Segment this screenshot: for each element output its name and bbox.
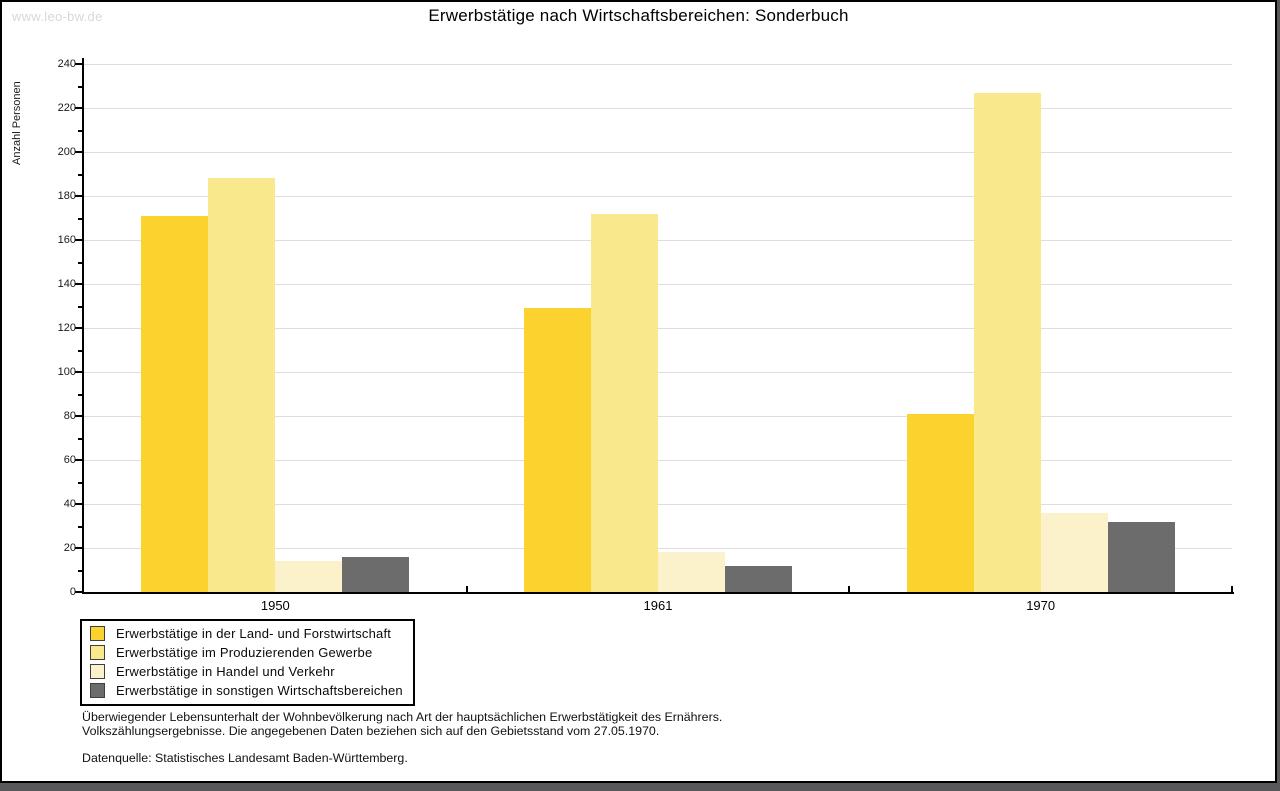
y-tick-label-200: 200 xyxy=(57,146,76,158)
y-major-tick-160 xyxy=(75,239,82,241)
y-tick-label-0: 0 xyxy=(69,586,76,598)
y-minor-tick-70 xyxy=(78,438,82,440)
legend-item-1: Erwerbstätige im Produzierenden Gewerbe xyxy=(90,643,403,662)
legend-label: Erwerbstätige in Handel und Verkehr xyxy=(116,664,335,679)
x-tick-label-1970: 1970 xyxy=(1026,598,1056,613)
legend-swatch-icon xyxy=(90,645,105,660)
legend-label: Erwerbstätige im Produzierenden Gewerbe xyxy=(116,645,373,660)
bar-1970-series-2 xyxy=(1040,512,1108,592)
x-axis-line xyxy=(82,592,1234,594)
footnote-line-1: Überwiegender Lebensunterhalt der Wohnbe… xyxy=(82,710,723,724)
y-tick-label-220: 220 xyxy=(57,102,76,114)
y-tick-label-20: 20 xyxy=(63,542,76,554)
y-major-tick-80 xyxy=(75,415,82,417)
bar-1961-series-1 xyxy=(591,213,658,592)
y-minor-tick-150 xyxy=(78,262,82,264)
y-major-tick-180 xyxy=(75,195,82,197)
gridline-180 xyxy=(84,196,1232,197)
y-minor-tick-230 xyxy=(78,86,82,88)
gridline-20 xyxy=(84,548,1232,549)
plot-area: 1950 1961 1970 0 20 40 60 80 100 120 140 160 180 200 2… xyxy=(2,2,1275,781)
footnotes: Überwiegender Lebensunterhalt der Wohnbe… xyxy=(82,710,723,766)
gridline-100 xyxy=(84,372,1232,373)
y-tick-label-240: 240 xyxy=(57,58,76,70)
bar-1961-series-2 xyxy=(658,552,725,592)
x-boundary-tick-2 xyxy=(1231,586,1233,592)
x-boundary-tick-0 xyxy=(465,586,468,592)
bar-1950-series-1 xyxy=(208,178,276,592)
y-major-tick-60 xyxy=(75,459,82,461)
legend-swatch-icon xyxy=(90,664,105,679)
chart-title: Erwerbstätige nach Wirtschaftsbereichen:… xyxy=(428,6,849,25)
y-major-tick-100 xyxy=(75,371,82,373)
y-major-tick-20 xyxy=(75,547,82,549)
gridline-240 xyxy=(84,64,1232,65)
gridline-60 xyxy=(84,460,1232,461)
legend-swatch-icon xyxy=(90,626,105,641)
legend-label: Erwerbstätige in sonstigen Wirtschaftsbe… xyxy=(116,683,403,698)
bar-1970-series-3 xyxy=(1107,521,1175,592)
y-tick-label-60: 60 xyxy=(63,454,76,466)
bar-1950-series-0 xyxy=(141,215,209,592)
bar-1970-series-1 xyxy=(973,92,1041,592)
y-minor-tick-130 xyxy=(78,306,82,308)
y-major-tick-120 xyxy=(75,327,82,329)
y-tick-label-140: 140 xyxy=(57,278,76,290)
legend: Erwerbstätige in der Land- und Forstwirt… xyxy=(80,619,415,706)
bar-1961-series-0 xyxy=(524,308,591,592)
gridline-160 xyxy=(84,240,1232,241)
y-minor-tick-50 xyxy=(78,482,82,484)
gridline-40 xyxy=(84,504,1232,505)
legend-item-0: Erwerbstätige in der Land- und Forstwirt… xyxy=(90,624,403,643)
y-tick-label-180: 180 xyxy=(57,190,76,202)
gridline-80 xyxy=(84,416,1232,417)
x-boundary-tick-1 xyxy=(848,586,851,592)
y-minor-tick-210 xyxy=(78,130,82,132)
bar-1950-series-2 xyxy=(275,561,343,592)
y-tick-label-100: 100 xyxy=(57,366,76,378)
x-tick-label-1961: 1961 xyxy=(643,598,673,613)
y-tick-label-80: 80 xyxy=(63,410,76,422)
gridline-120 xyxy=(84,328,1232,329)
legend-item-3: Erwerbstätige in sonstigen Wirtschaftsbe… xyxy=(90,681,403,700)
y-minor-tick-30 xyxy=(78,526,82,528)
y-tick-label-160: 160 xyxy=(57,234,76,246)
y-minor-tick-90 xyxy=(78,394,82,396)
legend-body: Erwerbstätige in der Land- und Forstwirt… xyxy=(90,624,403,700)
footnote-line-2: Volkszählungsergebnisse. Die angegebenen… xyxy=(82,723,660,738)
y-major-tick-220 xyxy=(75,107,82,109)
y-minor-tick-190 xyxy=(78,174,82,176)
y-major-tick-140 xyxy=(75,283,82,285)
y-major-tick-0 xyxy=(75,591,82,593)
y-major-tick-200 xyxy=(75,151,82,153)
bar-1970-series-0 xyxy=(906,413,974,592)
gridline-200 xyxy=(84,152,1232,153)
y-minor-tick-110 xyxy=(78,350,82,352)
legend-swatch-icon xyxy=(90,683,105,698)
watermark-leo-bw: www.leo-bw.de xyxy=(12,9,103,24)
legend-item-2: Erwerbstätige in Handel und Verkehr xyxy=(90,662,403,681)
gridline-140 xyxy=(84,284,1232,285)
y-minor-tick-170 xyxy=(78,218,82,220)
legend-label: Erwerbstätige in der Land- und Forstwirt… xyxy=(116,626,392,641)
data-source-line: Datenquelle: Statistisches Landesamt Bad… xyxy=(82,751,408,766)
bar-1961-series-3 xyxy=(725,565,792,592)
x-tick-label-1950: 1950 xyxy=(260,598,290,613)
bar-1950-series-3 xyxy=(342,556,410,592)
y-axis-line xyxy=(82,58,84,594)
gridline-220 xyxy=(84,108,1232,109)
y-minor-tick-10 xyxy=(78,570,82,572)
y-major-tick-40 xyxy=(75,503,82,505)
y-tick-label-120: 120 xyxy=(57,322,76,334)
y-major-tick-240 xyxy=(75,63,82,65)
y-tick-label-40: 40 xyxy=(63,498,76,510)
